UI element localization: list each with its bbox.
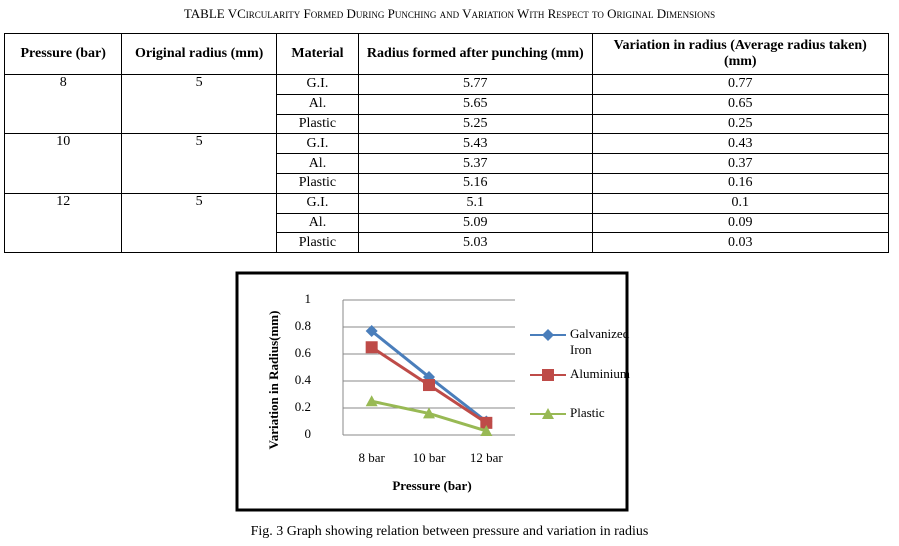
header-cell: Material — [275, 33, 360, 75]
data-point — [423, 370, 435, 383]
pressure-cell: 8 — [3, 73, 123, 135]
cell: Plastic — [275, 172, 360, 194]
cell: 5.77 — [358, 74, 593, 95]
y-tick-label: 0.6 — [295, 345, 312, 360]
data-point — [365, 325, 378, 338]
data-point — [423, 407, 435, 419]
header-cell: Original radius (mm) — [121, 33, 277, 75]
data-point — [423, 379, 435, 392]
header-cell: Radius formed after punching (mm) — [358, 33, 593, 75]
header-cell: Pressure (bar) — [3, 33, 123, 75]
cell: 0.16 — [591, 172, 890, 194]
table-row: 8 5 G.I. 5.77 0.77 — [3, 73, 890, 135]
cell: 5.09 — [358, 212, 593, 234]
pressure-cell: 12 — [3, 192, 123, 254]
table-row: Plastic 5.25 0.25 — [5, 113, 890, 135]
cell: G.I. — [275, 133, 360, 155]
chart-frame — [235, 271, 629, 512]
cell: Al. — [275, 153, 360, 174]
cell: 5.37 — [358, 153, 593, 174]
cell: Plastic — [275, 232, 360, 254]
cell: G.I. — [275, 74, 360, 95]
radius-cell: 5 — [121, 73, 277, 135]
x-axis-label: Pressure (bar) — [392, 478, 471, 493]
table-title: TABLE VCircularity Formed During Punchin… — [183, 6, 716, 21]
cell: 0.77 — [591, 74, 890, 95]
data-point — [480, 415, 493, 428]
series-line — [370, 329, 488, 423]
legend-marker — [542, 329, 554, 341]
y-axis-label: Variation in Radius(mm) — [266, 311, 281, 450]
table-row: Plastic 5.16 0.16 — [5, 172, 890, 194]
y-tick-label: 0 — [305, 426, 312, 441]
cell: 0.37 — [591, 153, 890, 174]
figure-caption: Fig. 3 Graph showing relation between pr… — [250, 524, 649, 539]
cell: 0.1 — [591, 192, 890, 214]
legend-label: Plastic — [570, 405, 605, 420]
cell: 0.09 — [591, 212, 890, 234]
cell: 5.65 — [358, 93, 593, 115]
cell: Plastic — [275, 113, 360, 135]
cell: 0.25 — [591, 113, 890, 135]
data-point — [480, 416, 493, 429]
cell: 5.03 — [358, 232, 593, 254]
table-row: Al. 5.09 0.09 — [5, 212, 890, 234]
data-point — [480, 424, 493, 436]
cell: 5.1 — [358, 192, 593, 214]
cell: 5.16 — [358, 172, 593, 194]
legend-marker — [542, 369, 554, 381]
data-point — [365, 395, 378, 407]
cell: 0.03 — [591, 232, 890, 254]
series-line — [371, 399, 487, 433]
legend-label: Galvanized Iron — [570, 326, 630, 357]
cell: G.I. — [275, 192, 360, 214]
cell: 0.43 — [591, 133, 890, 155]
x-tick-label: 10 bar — [413, 450, 447, 465]
y-tick-label: 0.2 — [295, 399, 311, 414]
y-tick-label: 0.8 — [295, 318, 311, 333]
cell: Al. — [275, 212, 360, 234]
data-table: Pressure (bar) Original radius (mm) Materi… — [3, 33, 890, 254]
cell: 5.25 — [358, 113, 593, 135]
table-row: 12 5 G.I. 5.1 0.1 — [3, 192, 890, 254]
pressure-cell: 10 — [3, 133, 123, 194]
cell: 0.65 — [591, 93, 890, 115]
x-tick-label: 12 bar — [470, 450, 504, 465]
series-line — [370, 345, 488, 425]
header-cell: Variation in radius (Average radius take… — [591, 33, 890, 75]
x-tick-label: 8 bar — [358, 450, 385, 465]
y-tick-label: 0.4 — [295, 372, 312, 387]
cell: Al. — [275, 93, 360, 115]
data-point — [365, 341, 378, 354]
header-row: Pressure (bar) Original radius (mm) Materi… — [3, 33, 890, 75]
radius-cell: 5 — [121, 192, 277, 254]
y-tick-label: 1 — [305, 291, 312, 306]
table-row: Plastic 5.03 0.03 — [5, 232, 890, 254]
cell: 5.43 — [358, 133, 593, 155]
legend-marker — [542, 408, 554, 419]
table-row: 10 5 G.I. 5.43 0.43 — [3, 133, 890, 194]
radius-cell: 5 — [121, 133, 277, 194]
legend-label: Aluminium — [570, 366, 630, 381]
